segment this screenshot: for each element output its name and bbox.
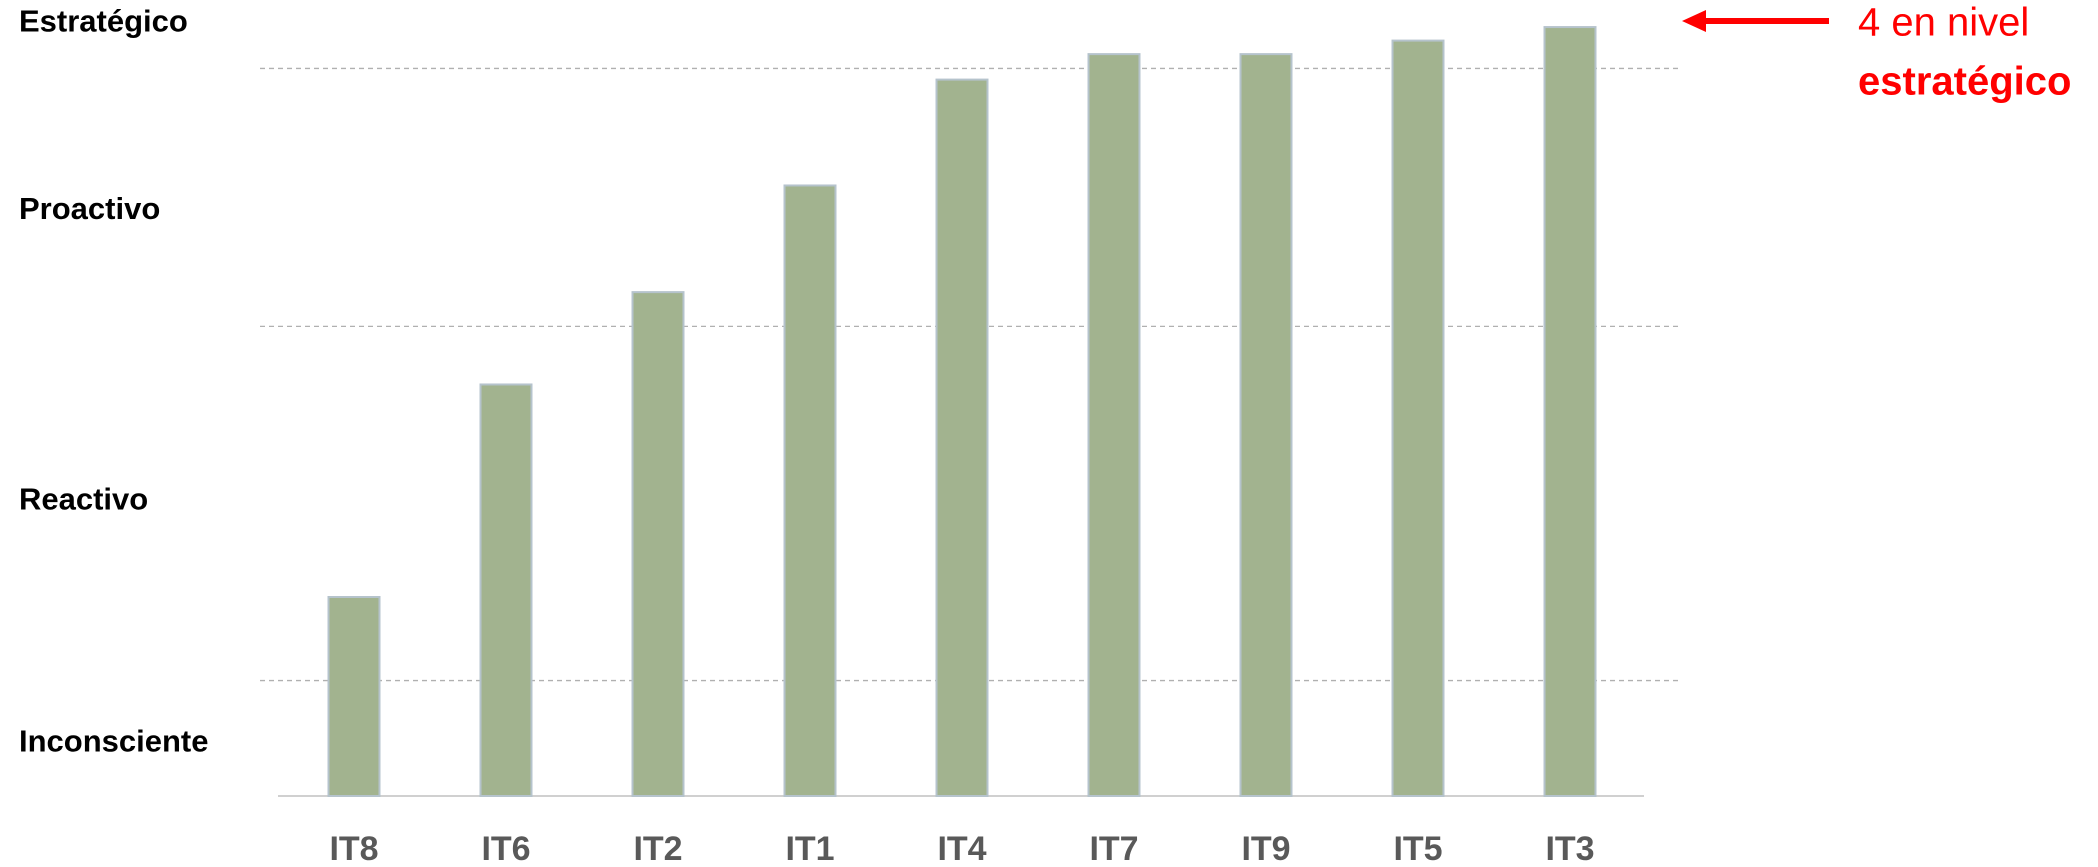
x-tick-label: IT4 (937, 830, 986, 867)
x-tick-label: IT6 (481, 830, 530, 867)
y-level-label: Estratégico (19, 3, 188, 38)
bar (1239, 53, 1293, 798)
bar (935, 78, 989, 798)
y-level-label: Inconsciente (19, 724, 209, 759)
x-tick-label: IT9 (1241, 830, 1290, 867)
x-tick-label: IT1 (785, 830, 834, 867)
annotation-arrowhead (1682, 10, 1706, 32)
y-level-label: Reactivo (19, 482, 148, 517)
x-tick-label: IT2 (633, 830, 682, 867)
bar (479, 383, 533, 797)
bar (1543, 26, 1597, 797)
annotation-line: estratégico (1858, 60, 2071, 104)
bar (1087, 53, 1141, 798)
x-tick-label: IT5 (1393, 830, 1442, 867)
bar (631, 291, 685, 797)
x-tick-label: IT3 (1545, 830, 1594, 867)
annotation-line: 4 en nivel (1858, 1, 2029, 45)
bar (327, 596, 381, 797)
x-tick-label: IT7 (1089, 830, 1138, 867)
x-tick-label: IT8 (329, 830, 378, 867)
bar (1391, 39, 1445, 797)
bar (783, 184, 837, 797)
y-level-label: Proactivo (19, 191, 160, 226)
